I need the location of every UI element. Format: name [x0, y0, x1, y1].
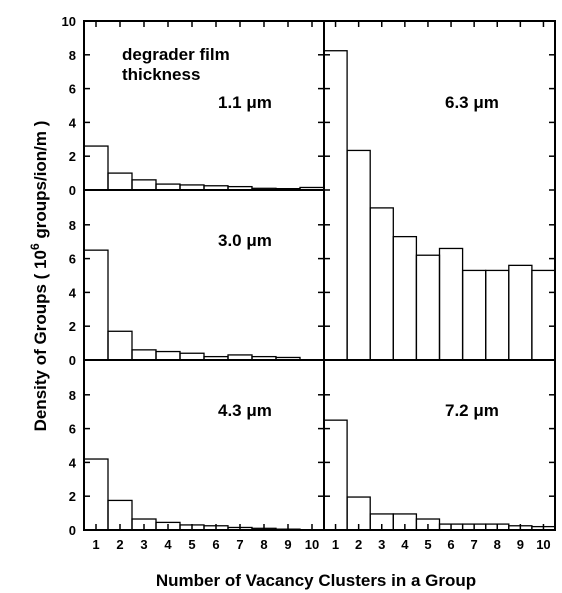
bar-p1-2 [107, 172, 133, 191]
panel-label-3-0um: 3.0 μm [218, 231, 272, 250]
panel-label-7-2um: 7.2 μm [445, 401, 499, 420]
bar-p4-6 [438, 247, 464, 361]
bar-p4-3 [369, 207, 394, 361]
bar-p2-1 [83, 249, 109, 361]
x-tick-label: 1 [332, 537, 339, 552]
bar-p1-1 [83, 145, 109, 191]
y-tick-label: 4 [69, 455, 77, 470]
bar-p2-2 [107, 330, 133, 361]
y-tick-label: 4 [69, 115, 77, 130]
x-tick-label: 9 [517, 537, 524, 552]
x-tick-label: 8 [260, 537, 267, 552]
x-tick-label: 1 [92, 537, 99, 552]
panel-label-1-1um: 1.1 μm [218, 93, 272, 112]
y-tick-label: 8 [69, 48, 76, 63]
y-tick-label: 8 [69, 218, 76, 233]
annotation-line-1: degrader film [122, 45, 230, 64]
bar-p4-7 [461, 269, 487, 361]
axis-ticks [84, 20, 555, 531]
x-tick-label: 2 [116, 537, 123, 552]
y-tick-label: 0 [69, 183, 76, 198]
bar-p2-9 [275, 356, 301, 361]
y-tick-label: 8 [69, 388, 76, 403]
y-axis-title-exponent: 6 [28, 243, 42, 250]
x-tick-label: 9 [284, 537, 291, 552]
x-tick-label: 6 [212, 537, 219, 552]
bar-p3-1 [83, 458, 109, 531]
bar-p2-5 [179, 352, 205, 361]
bar-p1-3 [131, 179, 157, 191]
y-tick-label: 2 [69, 149, 76, 164]
bar-p1-7 [227, 185, 253, 191]
x-axis-title: Number of Vacancy Clusters in a Group [156, 571, 476, 590]
x-tick-label: 3 [378, 537, 385, 552]
x-tick-label: 4 [401, 537, 409, 552]
y-axis-title-suffix: groups/ion/m ) [31, 121, 50, 244]
bar-p5-1 [323, 419, 348, 531]
bar-p4-1 [323, 50, 348, 361]
y-tick-label: 6 [69, 422, 76, 437]
y-tick-label: 4 [69, 285, 77, 300]
bar-p4-10 [531, 269, 556, 361]
y-axis-title-prefix: Density of Groups ( 10 [31, 250, 50, 431]
x-tick-label: 10 [536, 537, 550, 552]
x-tick-label: 8 [494, 537, 501, 552]
y-tick-label: 0 [69, 353, 76, 368]
y-tick-label: 0 [69, 523, 76, 538]
x-tick-label: 5 [188, 537, 195, 552]
bar-p4-9 [508, 264, 533, 361]
bar-p4-8 [485, 269, 510, 361]
bar-p4-4 [392, 235, 418, 361]
bar-p2-4 [155, 350, 181, 361]
y-axis-title: Density of Groups ( 106 groups/ion/m ) [28, 121, 50, 432]
panel-label-4-3um: 4.3 μm [218, 401, 272, 420]
annotation-line-2: thickness [122, 65, 200, 84]
bar-p4-2 [346, 149, 371, 361]
x-tick-label: 10 [305, 537, 319, 552]
x-tick-label: 5 [424, 537, 431, 552]
x-tick-label: 7 [236, 537, 243, 552]
x-tick-label: 6 [447, 537, 454, 552]
bar-p1-6 [203, 185, 229, 191]
bar-p2-6 [203, 355, 229, 361]
bar-p2-8 [251, 355, 277, 361]
y-tick-label: 10 [62, 14, 76, 29]
x-tick-label: 2 [355, 537, 362, 552]
y-tick-label: 6 [69, 252, 76, 267]
y-tick-label: 6 [69, 82, 76, 97]
bar-p4-5 [415, 254, 441, 361]
y-tick-label: 2 [69, 489, 76, 504]
bar-p2-3 [131, 349, 157, 361]
x-tick-label: 3 [140, 537, 147, 552]
x-tick-label: 4 [164, 537, 172, 552]
panel-label-6-3um: 6.3 μm [445, 93, 499, 112]
y-tick-label: 2 [69, 319, 76, 334]
x-tick-label: 7 [471, 537, 478, 552]
